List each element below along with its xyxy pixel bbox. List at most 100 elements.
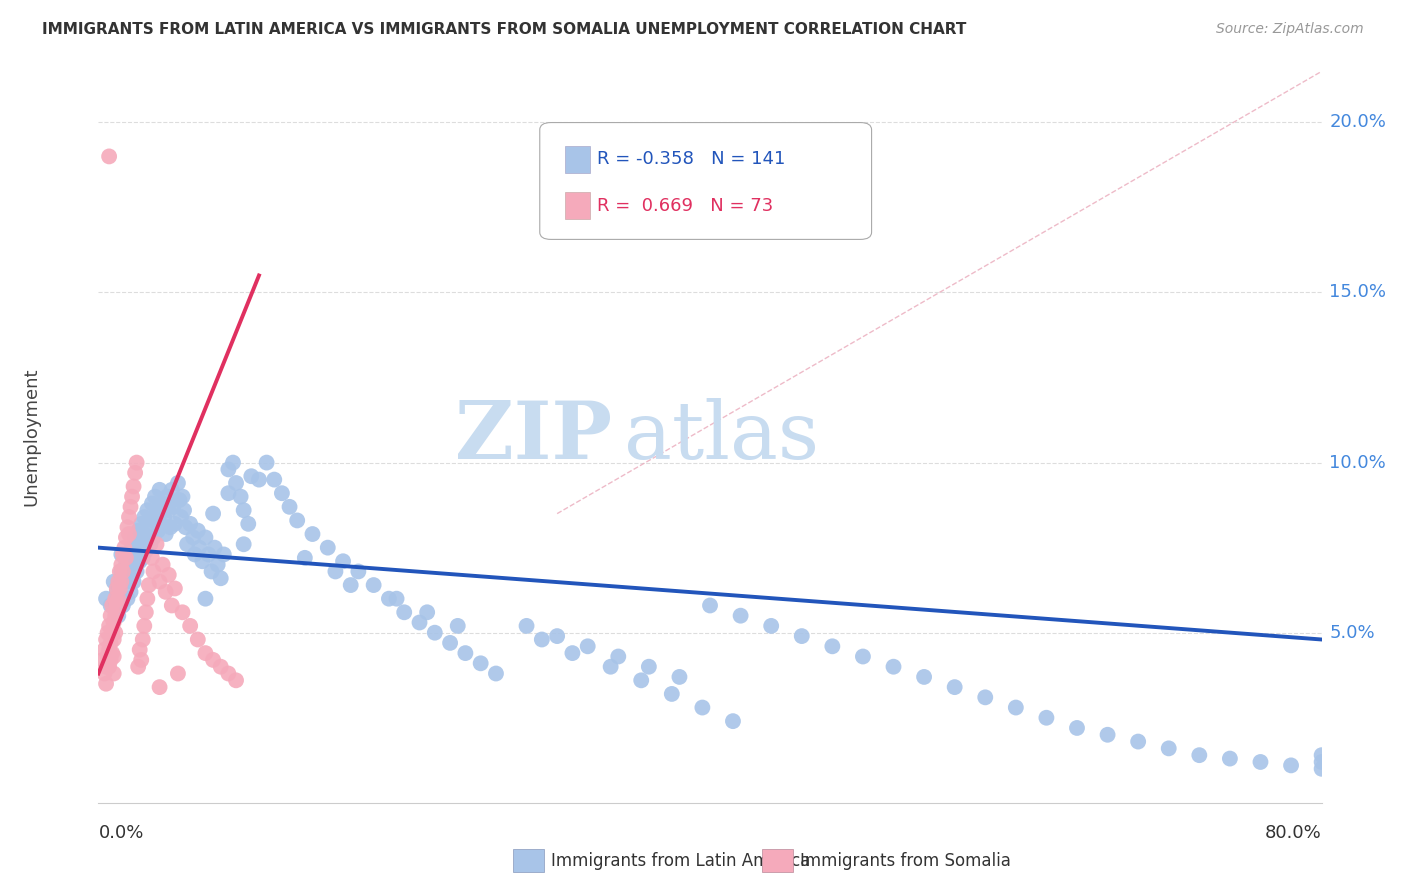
Point — [146, 524, 169, 538]
Point — [156, 490, 179, 504]
Point — [630, 673, 652, 688]
Point — [110, 565, 132, 579]
Point — [439, 636, 461, 650]
Text: Immigrants from Somalia: Immigrants from Somalia — [800, 852, 1011, 870]
Text: ZIP: ZIP — [456, 398, 612, 476]
Point — [157, 567, 180, 582]
Point — [98, 149, 121, 163]
Point — [121, 558, 143, 572]
Point — [132, 632, 155, 647]
Point — [162, 500, 184, 514]
Point — [607, 649, 630, 664]
Point — [176, 537, 198, 551]
Point — [1310, 748, 1333, 763]
Point — [263, 473, 285, 487]
Point — [160, 483, 183, 497]
Point — [125, 565, 148, 579]
Point — [485, 666, 508, 681]
Text: Source: ZipAtlas.com: Source: ZipAtlas.com — [1216, 22, 1364, 37]
Point — [759, 619, 782, 633]
Point — [730, 608, 752, 623]
Point — [187, 632, 209, 647]
Point — [121, 490, 143, 504]
Point — [141, 550, 163, 565]
Text: IMMIGRANTS FROM LATIN AMERICA VS IMMIGRANTS FROM SOMALIA UNEMPLOYMENT CORRELATIO: IMMIGRANTS FROM LATIN AMERICA VS IMMIGRA… — [42, 22, 966, 37]
Point — [115, 574, 138, 589]
Point — [1188, 748, 1211, 763]
Point — [124, 531, 146, 545]
Point — [943, 680, 966, 694]
Point — [110, 548, 132, 562]
Point — [139, 537, 162, 551]
Point — [134, 527, 156, 541]
Point — [101, 625, 124, 640]
Point — [347, 565, 370, 579]
Point — [1097, 728, 1119, 742]
Text: Immigrants from Latin America: Immigrants from Latin America — [551, 852, 810, 870]
Point — [111, 565, 134, 579]
Point — [179, 619, 201, 633]
Point — [167, 666, 190, 681]
Point — [149, 574, 172, 589]
Point — [576, 640, 599, 654]
Point — [408, 615, 430, 630]
Point — [883, 659, 905, 673]
Point — [974, 690, 997, 705]
Point — [378, 591, 401, 606]
Point — [100, 608, 122, 623]
Point — [120, 500, 142, 514]
Point — [447, 619, 470, 633]
Point — [98, 659, 121, 673]
Point — [150, 516, 173, 531]
Point — [363, 578, 385, 592]
Point — [118, 510, 141, 524]
Point — [194, 646, 217, 660]
Point — [93, 666, 115, 681]
Point — [97, 649, 120, 664]
Point — [637, 659, 661, 673]
Point — [94, 677, 117, 691]
Point — [194, 531, 217, 545]
Point — [155, 585, 177, 599]
Point — [103, 632, 125, 647]
Point — [93, 642, 115, 657]
Point — [1128, 734, 1150, 748]
Point — [152, 558, 174, 572]
Point — [100, 636, 122, 650]
Point — [132, 550, 155, 565]
Point — [163, 582, 186, 596]
Point — [127, 537, 149, 551]
Point — [1035, 711, 1057, 725]
Point — [204, 541, 226, 555]
Point — [184, 548, 207, 562]
Point — [104, 591, 127, 606]
Point — [141, 496, 163, 510]
Point — [97, 625, 120, 640]
Point — [122, 574, 145, 589]
Point — [115, 531, 138, 545]
Point — [209, 659, 232, 673]
Point — [1157, 741, 1180, 756]
Point — [225, 475, 247, 490]
Point — [167, 475, 190, 490]
Point — [1249, 755, 1271, 769]
Point — [152, 496, 174, 510]
Point — [122, 479, 145, 493]
Point — [232, 503, 254, 517]
Point — [1004, 700, 1026, 714]
Point — [94, 632, 117, 647]
Point — [301, 527, 323, 541]
Point — [145, 507, 167, 521]
Point — [121, 541, 143, 555]
Point — [125, 548, 148, 562]
Point — [256, 456, 278, 470]
Point — [136, 591, 159, 606]
Point — [115, 558, 138, 572]
Point — [1219, 751, 1241, 765]
Point — [153, 510, 176, 524]
Point — [1066, 721, 1088, 735]
Point — [238, 516, 260, 531]
Point — [129, 533, 152, 548]
Point — [207, 558, 229, 572]
Point — [270, 486, 292, 500]
